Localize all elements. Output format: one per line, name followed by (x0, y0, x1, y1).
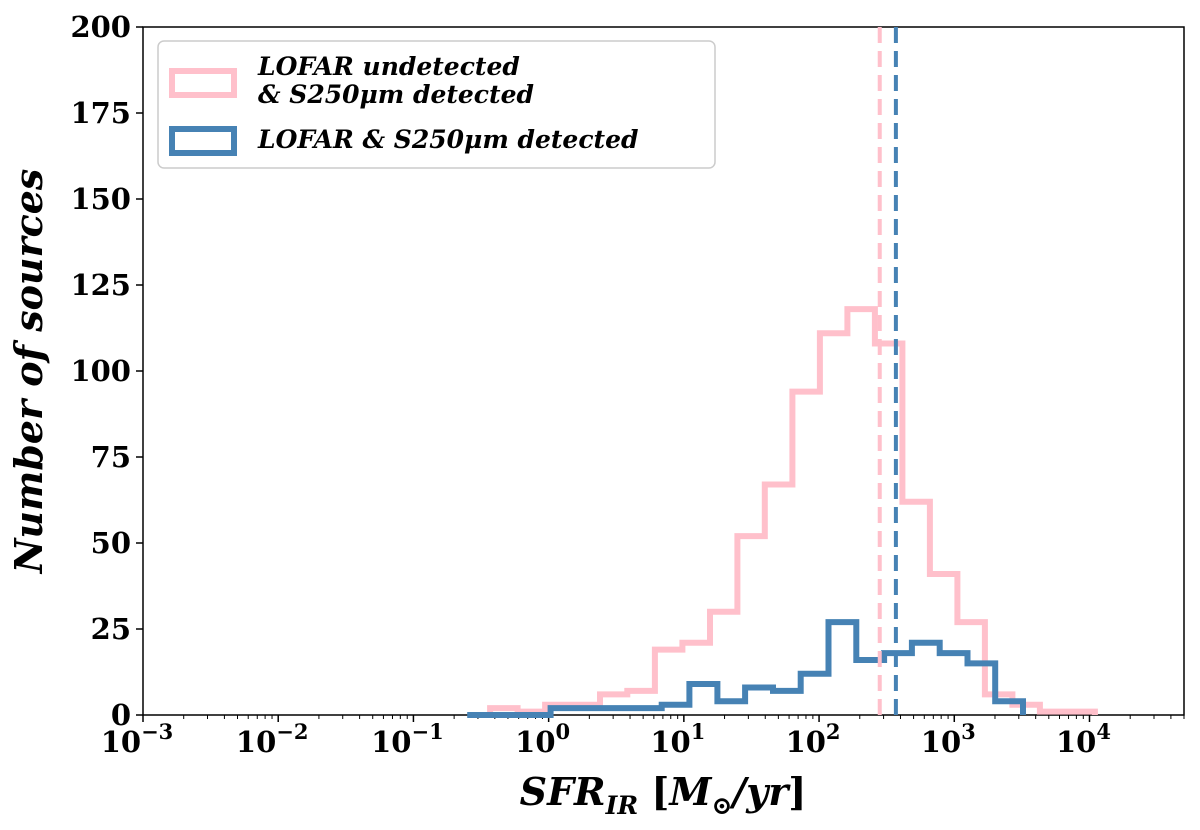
x-tick-label: 101 (650, 719, 705, 759)
x-tick-label-exponent: −3 (141, 719, 173, 744)
legend-label-lofar-undetected-line2: & S250μm detected (258, 80, 534, 109)
legend-swatch-lofar-detected (169, 126, 237, 156)
x-axis-ticks: 10−3 10−2 10−1 100 101 102 103 104 (101, 715, 1185, 759)
x-tick-label: 10−3 (101, 719, 174, 759)
y-tick-label: 175 (70, 96, 131, 130)
y-axis-ticks: 0 25 50 75 100 125 150 175 200 (70, 10, 143, 732)
y-tick-label: 0 (111, 698, 131, 732)
y-tick-label: 125 (70, 268, 131, 302)
x-tick-label-exponent: 2 (826, 719, 841, 744)
x-tick-label-exponent: 4 (1096, 719, 1111, 744)
x-axis-label-mass: M (667, 769, 712, 814)
x-tick-label: 102 (786, 719, 841, 759)
x-tick-label-base: 10 (786, 725, 826, 759)
histogram-lofar-detected (467, 619, 1026, 718)
x-axis-label-close: ] (788, 769, 806, 814)
x-axis-label: SFRIR [M⊙/yr] (520, 769, 807, 820)
x-tick-label-base: 10 (921, 725, 961, 759)
y-tick-label: 150 (70, 182, 131, 216)
y-tick-label: 200 (70, 10, 131, 44)
x-tick-label: 103 (921, 719, 976, 759)
y-tick-label: 25 (91, 612, 131, 646)
legend-box (157, 40, 716, 169)
x-tick-label: 10−2 (236, 719, 309, 759)
histogram-series-layer (467, 306, 1098, 718)
legend: LOFAR undetected & S250μm detected LOFAR… (157, 40, 716, 169)
x-tick-label: 104 (1056, 719, 1111, 759)
legend-swatch-lofar-undetected (169, 68, 237, 98)
x-axis-label-per-year: /yr (728, 769, 791, 814)
x-axis-label-sun-subscript: ⊙ (711, 791, 732, 820)
legend-label-lofar-undetected-line1: LOFAR undetected (257, 52, 520, 81)
x-axis-label-units: [ (638, 769, 669, 814)
x-tick-label-base: 10 (101, 725, 141, 759)
x-tick-label-base: 10 (1056, 725, 1096, 759)
x-tick-label-exponent: 1 (691, 719, 706, 744)
y-axis-label-text: Number of sources (6, 169, 51, 575)
x-tick-label: 10−1 (371, 719, 444, 759)
x-tick-label: 100 (515, 719, 570, 759)
x-axis-label-subscript: IR (605, 791, 638, 820)
x-axis-label-main: SFR (520, 769, 606, 814)
x-tick-label-exponent: −2 (276, 719, 308, 744)
y-tick-label: 100 (70, 354, 131, 388)
legend-label-lofar-detected: LOFAR & S250μm detected (257, 125, 638, 154)
x-tick-label-exponent: −1 (411, 719, 443, 744)
x-tick-label-base: 10 (650, 725, 690, 759)
y-tick-label: 50 (91, 526, 131, 560)
x-tick-label-base: 10 (371, 725, 411, 759)
x-tick-label-exponent: 3 (961, 719, 976, 744)
x-tick-label-base: 10 (515, 725, 555, 759)
y-axis-label: Number of sources (6, 169, 51, 575)
median-lines-layer (877, 27, 898, 715)
legend-label-lofar-detected-line1: LOFAR & S250μm detected (257, 125, 638, 154)
legend-label-lofar-undetected: LOFAR undetected & S250μm detected (257, 52, 534, 109)
x-tick-label-exponent: 0 (556, 719, 571, 744)
x-tick-label-base: 10 (236, 725, 276, 759)
y-tick-label: 75 (91, 440, 131, 474)
histogram-lofar-undetected (487, 306, 1098, 715)
